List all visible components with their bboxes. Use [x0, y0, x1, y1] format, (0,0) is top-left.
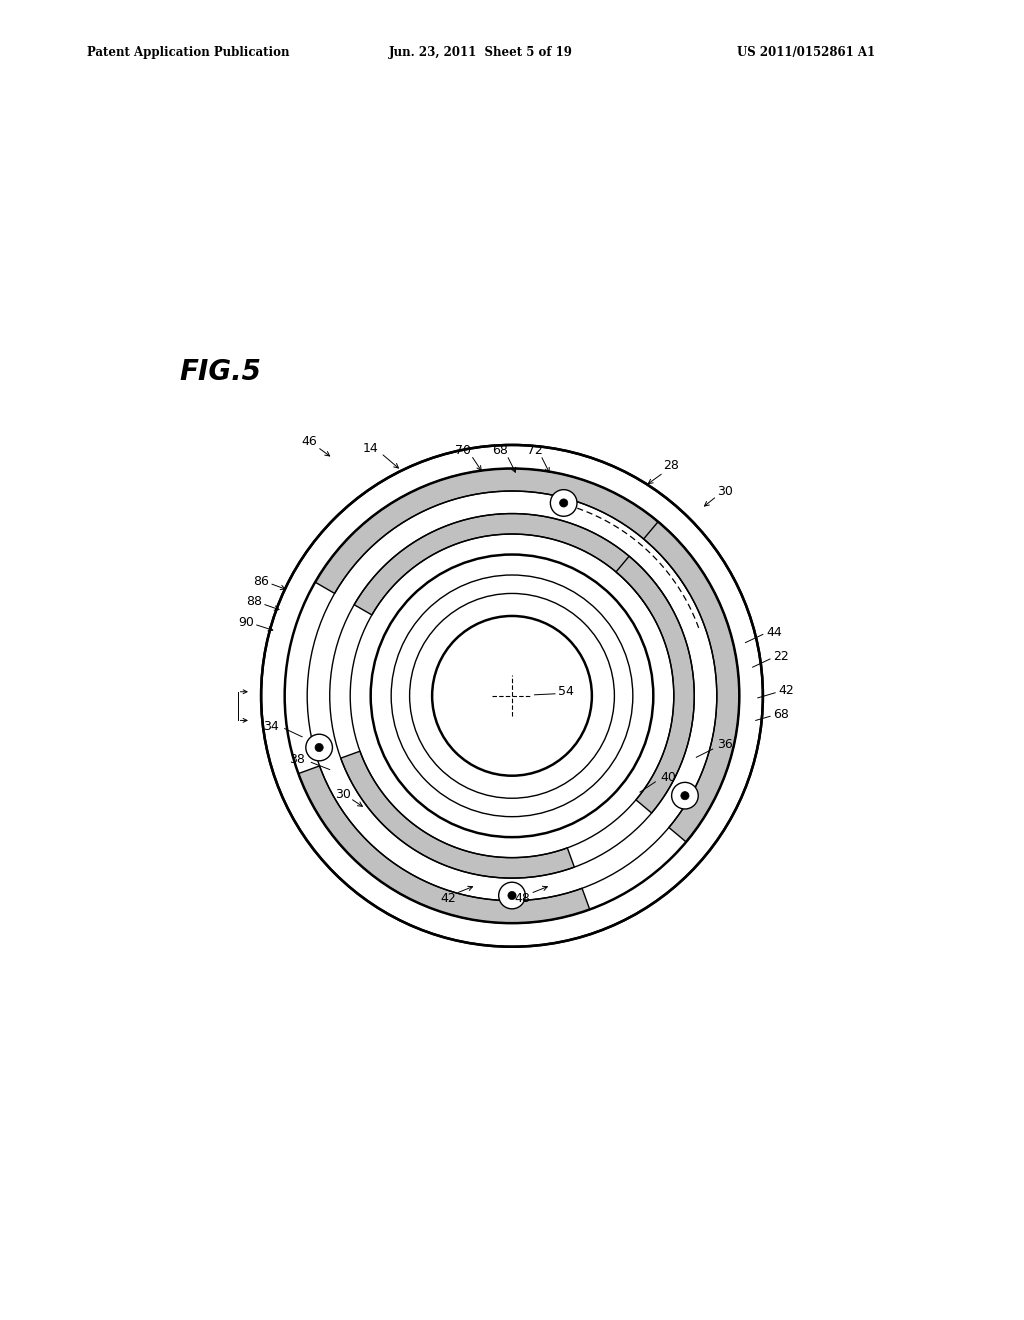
Text: 68: 68 — [773, 708, 790, 721]
Text: 14: 14 — [362, 441, 379, 454]
Text: 90: 90 — [238, 615, 254, 628]
Circle shape — [499, 882, 525, 909]
Circle shape — [550, 490, 577, 516]
Text: Patent Application Publication: Patent Application Publication — [87, 46, 290, 59]
Circle shape — [306, 734, 333, 760]
Text: 70: 70 — [455, 444, 471, 457]
Text: 72: 72 — [526, 444, 543, 457]
Text: 36: 36 — [717, 738, 732, 751]
Text: 38: 38 — [289, 752, 305, 766]
Text: 54: 54 — [558, 685, 574, 698]
Text: 44: 44 — [766, 626, 781, 639]
Text: 22: 22 — [773, 651, 788, 664]
Polygon shape — [616, 556, 694, 813]
Circle shape — [672, 783, 698, 809]
Circle shape — [559, 499, 567, 507]
Text: Jun. 23, 2011  Sheet 5 of 19: Jun. 23, 2011 Sheet 5 of 19 — [389, 46, 573, 59]
Text: 34: 34 — [263, 721, 279, 733]
Text: 88: 88 — [246, 595, 262, 609]
Polygon shape — [354, 513, 670, 615]
Text: 42: 42 — [778, 684, 794, 697]
Circle shape — [261, 445, 763, 946]
Text: 46: 46 — [301, 436, 317, 449]
Circle shape — [508, 891, 516, 900]
Polygon shape — [315, 469, 709, 594]
Text: 30: 30 — [335, 788, 351, 801]
Text: US 2011/0152861 A1: US 2011/0152861 A1 — [737, 46, 876, 59]
Polygon shape — [298, 766, 590, 923]
Polygon shape — [341, 751, 574, 878]
Text: 48: 48 — [514, 892, 530, 906]
Text: 42: 42 — [440, 892, 457, 906]
Text: 28: 28 — [663, 459, 679, 473]
Text: 30: 30 — [717, 484, 733, 498]
Text: 86: 86 — [253, 574, 269, 587]
Polygon shape — [644, 521, 739, 842]
Text: 68: 68 — [492, 444, 508, 457]
Text: 40: 40 — [660, 771, 677, 784]
Text: FIG.5: FIG.5 — [179, 358, 261, 385]
Circle shape — [315, 743, 324, 751]
Circle shape — [681, 792, 689, 800]
